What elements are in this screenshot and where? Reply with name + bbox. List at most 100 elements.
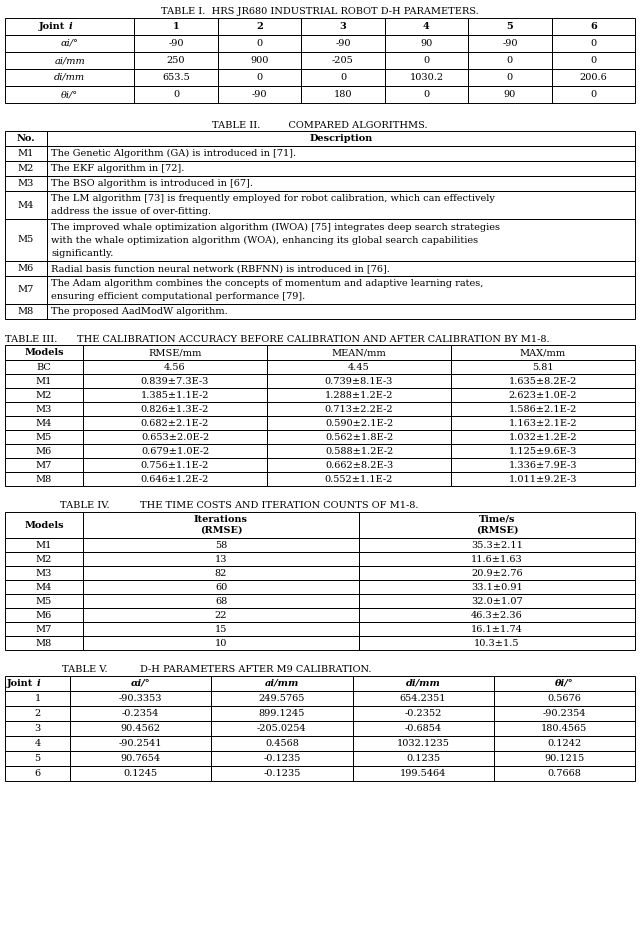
Bar (5, 512, 83, 538)
Text: Time/s: Time/s (479, 515, 515, 524)
Text: M3: M3 (36, 405, 52, 413)
Text: ensuring efficient computational performance [79].: ensuring efficient computational perform… (51, 292, 305, 301)
Text: Iterations: Iterations (194, 515, 248, 524)
Bar (218, 52, 301, 69)
Text: M2: M2 (18, 164, 34, 173)
Bar (134, 52, 218, 69)
Text: 4.56: 4.56 (164, 363, 186, 371)
Bar (5, 430, 83, 444)
Text: BC: BC (36, 363, 51, 371)
Text: M2: M2 (36, 554, 52, 564)
Text: Models: Models (24, 348, 64, 357)
Text: 0.590±2.1E-2: 0.590±2.1E-2 (325, 419, 393, 427)
Text: 60: 60 (215, 583, 227, 591)
Text: 1.125±9.6E-3: 1.125±9.6E-3 (509, 446, 577, 455)
Text: M8: M8 (36, 474, 52, 484)
Bar (552, 35, 635, 52)
Text: M3: M3 (18, 179, 34, 188)
Text: 180.4565: 180.4565 (541, 724, 588, 733)
Bar (5, 304, 47, 319)
Bar (83, 444, 267, 458)
Bar (5, 191, 47, 219)
Text: Joint: Joint (39, 22, 68, 31)
Text: 4.45: 4.45 (348, 363, 370, 371)
Bar (267, 416, 451, 430)
Text: 16.1±1.74: 16.1±1.74 (471, 625, 523, 633)
Text: 3: 3 (35, 724, 40, 733)
Bar (134, 86, 218, 103)
Text: 0: 0 (507, 56, 513, 65)
Text: M5: M5 (36, 597, 52, 605)
Bar (468, 18, 552, 35)
Text: 10.3±1.5: 10.3±1.5 (474, 639, 520, 647)
Bar (267, 345, 451, 360)
Bar (267, 444, 451, 458)
Text: 90.7654: 90.7654 (120, 754, 161, 763)
Text: 22: 22 (215, 610, 227, 620)
Bar (552, 18, 635, 35)
Bar (5, 18, 134, 35)
Text: 1.385±1.1E-2: 1.385±1.1E-2 (141, 390, 209, 400)
Bar (83, 594, 359, 608)
Text: The LM algorithm [73] is frequently employed for robot calibration, which can ef: The LM algorithm [73] is frequently empl… (51, 194, 495, 203)
Bar (451, 430, 635, 444)
Text: 2: 2 (35, 709, 40, 718)
Text: M1: M1 (36, 376, 52, 386)
Bar (47, 276, 635, 304)
Text: M5: M5 (18, 235, 34, 245)
Bar (301, 52, 385, 69)
Bar (83, 430, 267, 444)
Bar (5, 706, 70, 721)
Text: M8: M8 (36, 639, 52, 647)
Bar (5, 388, 83, 402)
Text: 90.1215: 90.1215 (544, 754, 584, 763)
Bar (83, 374, 267, 388)
Text: M4: M4 (36, 419, 52, 427)
Text: 32.0±1.07: 32.0±1.07 (471, 597, 523, 605)
Text: 46.3±2.36: 46.3±2.36 (471, 610, 523, 620)
Text: 0.839±7.3E-3: 0.839±7.3E-3 (141, 376, 209, 386)
Text: 0.1245: 0.1245 (124, 769, 157, 778)
Text: The improved whale optimization algorithm (IWOA) [75] integrates deep search str: The improved whale optimization algorith… (51, 223, 500, 231)
Text: 0: 0 (340, 73, 346, 82)
Bar (552, 52, 635, 69)
Bar (359, 580, 635, 594)
Bar (468, 86, 552, 103)
Text: -90: -90 (168, 39, 184, 48)
Text: 20.9±2.76: 20.9±2.76 (471, 568, 523, 578)
Bar (353, 736, 493, 751)
Bar (134, 69, 218, 86)
Text: 0.662±8.2E-3: 0.662±8.2E-3 (325, 461, 393, 469)
Text: -90: -90 (252, 90, 268, 99)
Bar (451, 388, 635, 402)
Text: TABLE II.         COMPARED ALGORITHMS.: TABLE II. COMPARED ALGORITHMS. (212, 121, 428, 129)
Text: 2.623±1.0E-2: 2.623±1.0E-2 (509, 390, 577, 400)
Text: M6: M6 (36, 610, 52, 620)
Bar (47, 219, 635, 261)
Text: 6: 6 (590, 22, 596, 31)
Bar (211, 766, 353, 781)
Bar (359, 636, 635, 650)
Bar (451, 458, 635, 472)
Bar (83, 608, 359, 622)
Text: 199.5464: 199.5464 (400, 769, 446, 778)
Text: 15: 15 (215, 625, 227, 633)
Bar (218, 69, 301, 86)
Bar (5, 52, 134, 69)
Text: 0.7668: 0.7668 (547, 769, 581, 778)
Bar (211, 751, 353, 766)
Bar (47, 161, 635, 176)
Bar (5, 444, 83, 458)
Bar (385, 52, 468, 69)
Text: -0.6854: -0.6854 (404, 724, 442, 733)
Text: 1030.2: 1030.2 (410, 73, 444, 82)
Text: (RMSE): (RMSE) (476, 526, 518, 535)
Text: -0.1235: -0.1235 (263, 754, 301, 763)
Bar (47, 191, 635, 219)
Text: αi/°: αi/° (61, 39, 79, 48)
Text: Description: Description (309, 134, 372, 143)
Bar (5, 276, 47, 304)
Text: di/mm: di/mm (54, 73, 85, 82)
Text: M8: M8 (18, 307, 34, 316)
Text: 1.288±1.2E-2: 1.288±1.2E-2 (324, 390, 393, 400)
